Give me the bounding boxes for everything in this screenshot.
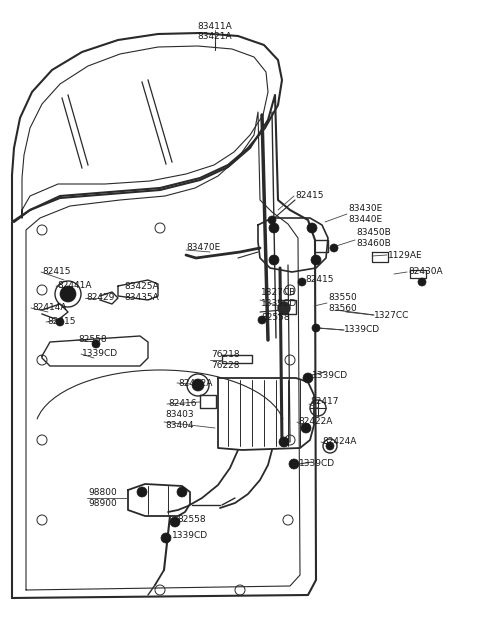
Text: 82415: 82415 <box>305 276 334 284</box>
Circle shape <box>56 318 64 326</box>
Circle shape <box>269 223 279 233</box>
Circle shape <box>312 324 320 332</box>
Circle shape <box>60 286 76 302</box>
Text: 83450B
83460B: 83450B 83460B <box>356 229 391 247</box>
Text: 82441A: 82441A <box>57 281 92 291</box>
Text: 82558: 82558 <box>78 335 107 345</box>
Text: 82429: 82429 <box>86 293 114 303</box>
Circle shape <box>258 316 266 324</box>
Text: 83430E
83440E: 83430E 83440E <box>348 204 382 224</box>
Text: 98800
98900: 98800 98900 <box>88 489 117 507</box>
Circle shape <box>192 379 204 391</box>
Circle shape <box>303 373 313 383</box>
Text: 82415: 82415 <box>47 318 75 327</box>
Circle shape <box>161 533 171 543</box>
Circle shape <box>298 278 306 286</box>
Text: 1327CB
1339CD: 1327CB 1339CD <box>261 288 297 308</box>
Circle shape <box>268 216 276 224</box>
Circle shape <box>301 423 311 433</box>
Circle shape <box>177 487 187 497</box>
Text: 83425A
83435A: 83425A 83435A <box>124 283 159 301</box>
Circle shape <box>279 437 289 447</box>
Text: 83550
83560: 83550 83560 <box>328 293 357 313</box>
Text: 82415: 82415 <box>295 192 324 200</box>
Text: 82558: 82558 <box>261 313 289 323</box>
Text: 1339CD: 1339CD <box>344 325 380 335</box>
Text: 82415: 82415 <box>42 268 71 276</box>
Text: 1327CC: 1327CC <box>374 310 409 320</box>
Text: 83411A
83421A: 83411A 83421A <box>198 22 232 41</box>
Circle shape <box>137 487 147 497</box>
Circle shape <box>170 517 180 527</box>
Circle shape <box>289 459 299 469</box>
Text: 82417: 82417 <box>310 398 338 406</box>
Text: 83470E: 83470E <box>186 244 220 252</box>
Circle shape <box>311 255 321 265</box>
Text: 82422A: 82422A <box>298 418 332 426</box>
Circle shape <box>307 223 317 233</box>
Text: 82414A: 82414A <box>32 303 67 313</box>
Text: 82422A: 82422A <box>178 379 212 387</box>
Text: 1339CD: 1339CD <box>299 460 335 468</box>
Text: 76218
76228: 76218 76228 <box>211 350 240 370</box>
Circle shape <box>326 442 334 450</box>
Circle shape <box>330 244 338 252</box>
Text: 82416: 82416 <box>168 399 196 408</box>
Text: 1339CD: 1339CD <box>312 371 348 379</box>
Circle shape <box>278 302 290 314</box>
Text: 1339CD: 1339CD <box>82 350 118 359</box>
Text: 83403
83404: 83403 83404 <box>165 410 193 430</box>
Text: 1129AE: 1129AE <box>388 251 422 259</box>
Text: 82424A: 82424A <box>322 438 356 447</box>
Text: 1339CD: 1339CD <box>172 531 208 541</box>
Circle shape <box>92 340 100 348</box>
Text: 82430A: 82430A <box>408 268 443 276</box>
Circle shape <box>418 278 426 286</box>
Circle shape <box>269 255 279 265</box>
Text: 82558: 82558 <box>177 516 205 524</box>
